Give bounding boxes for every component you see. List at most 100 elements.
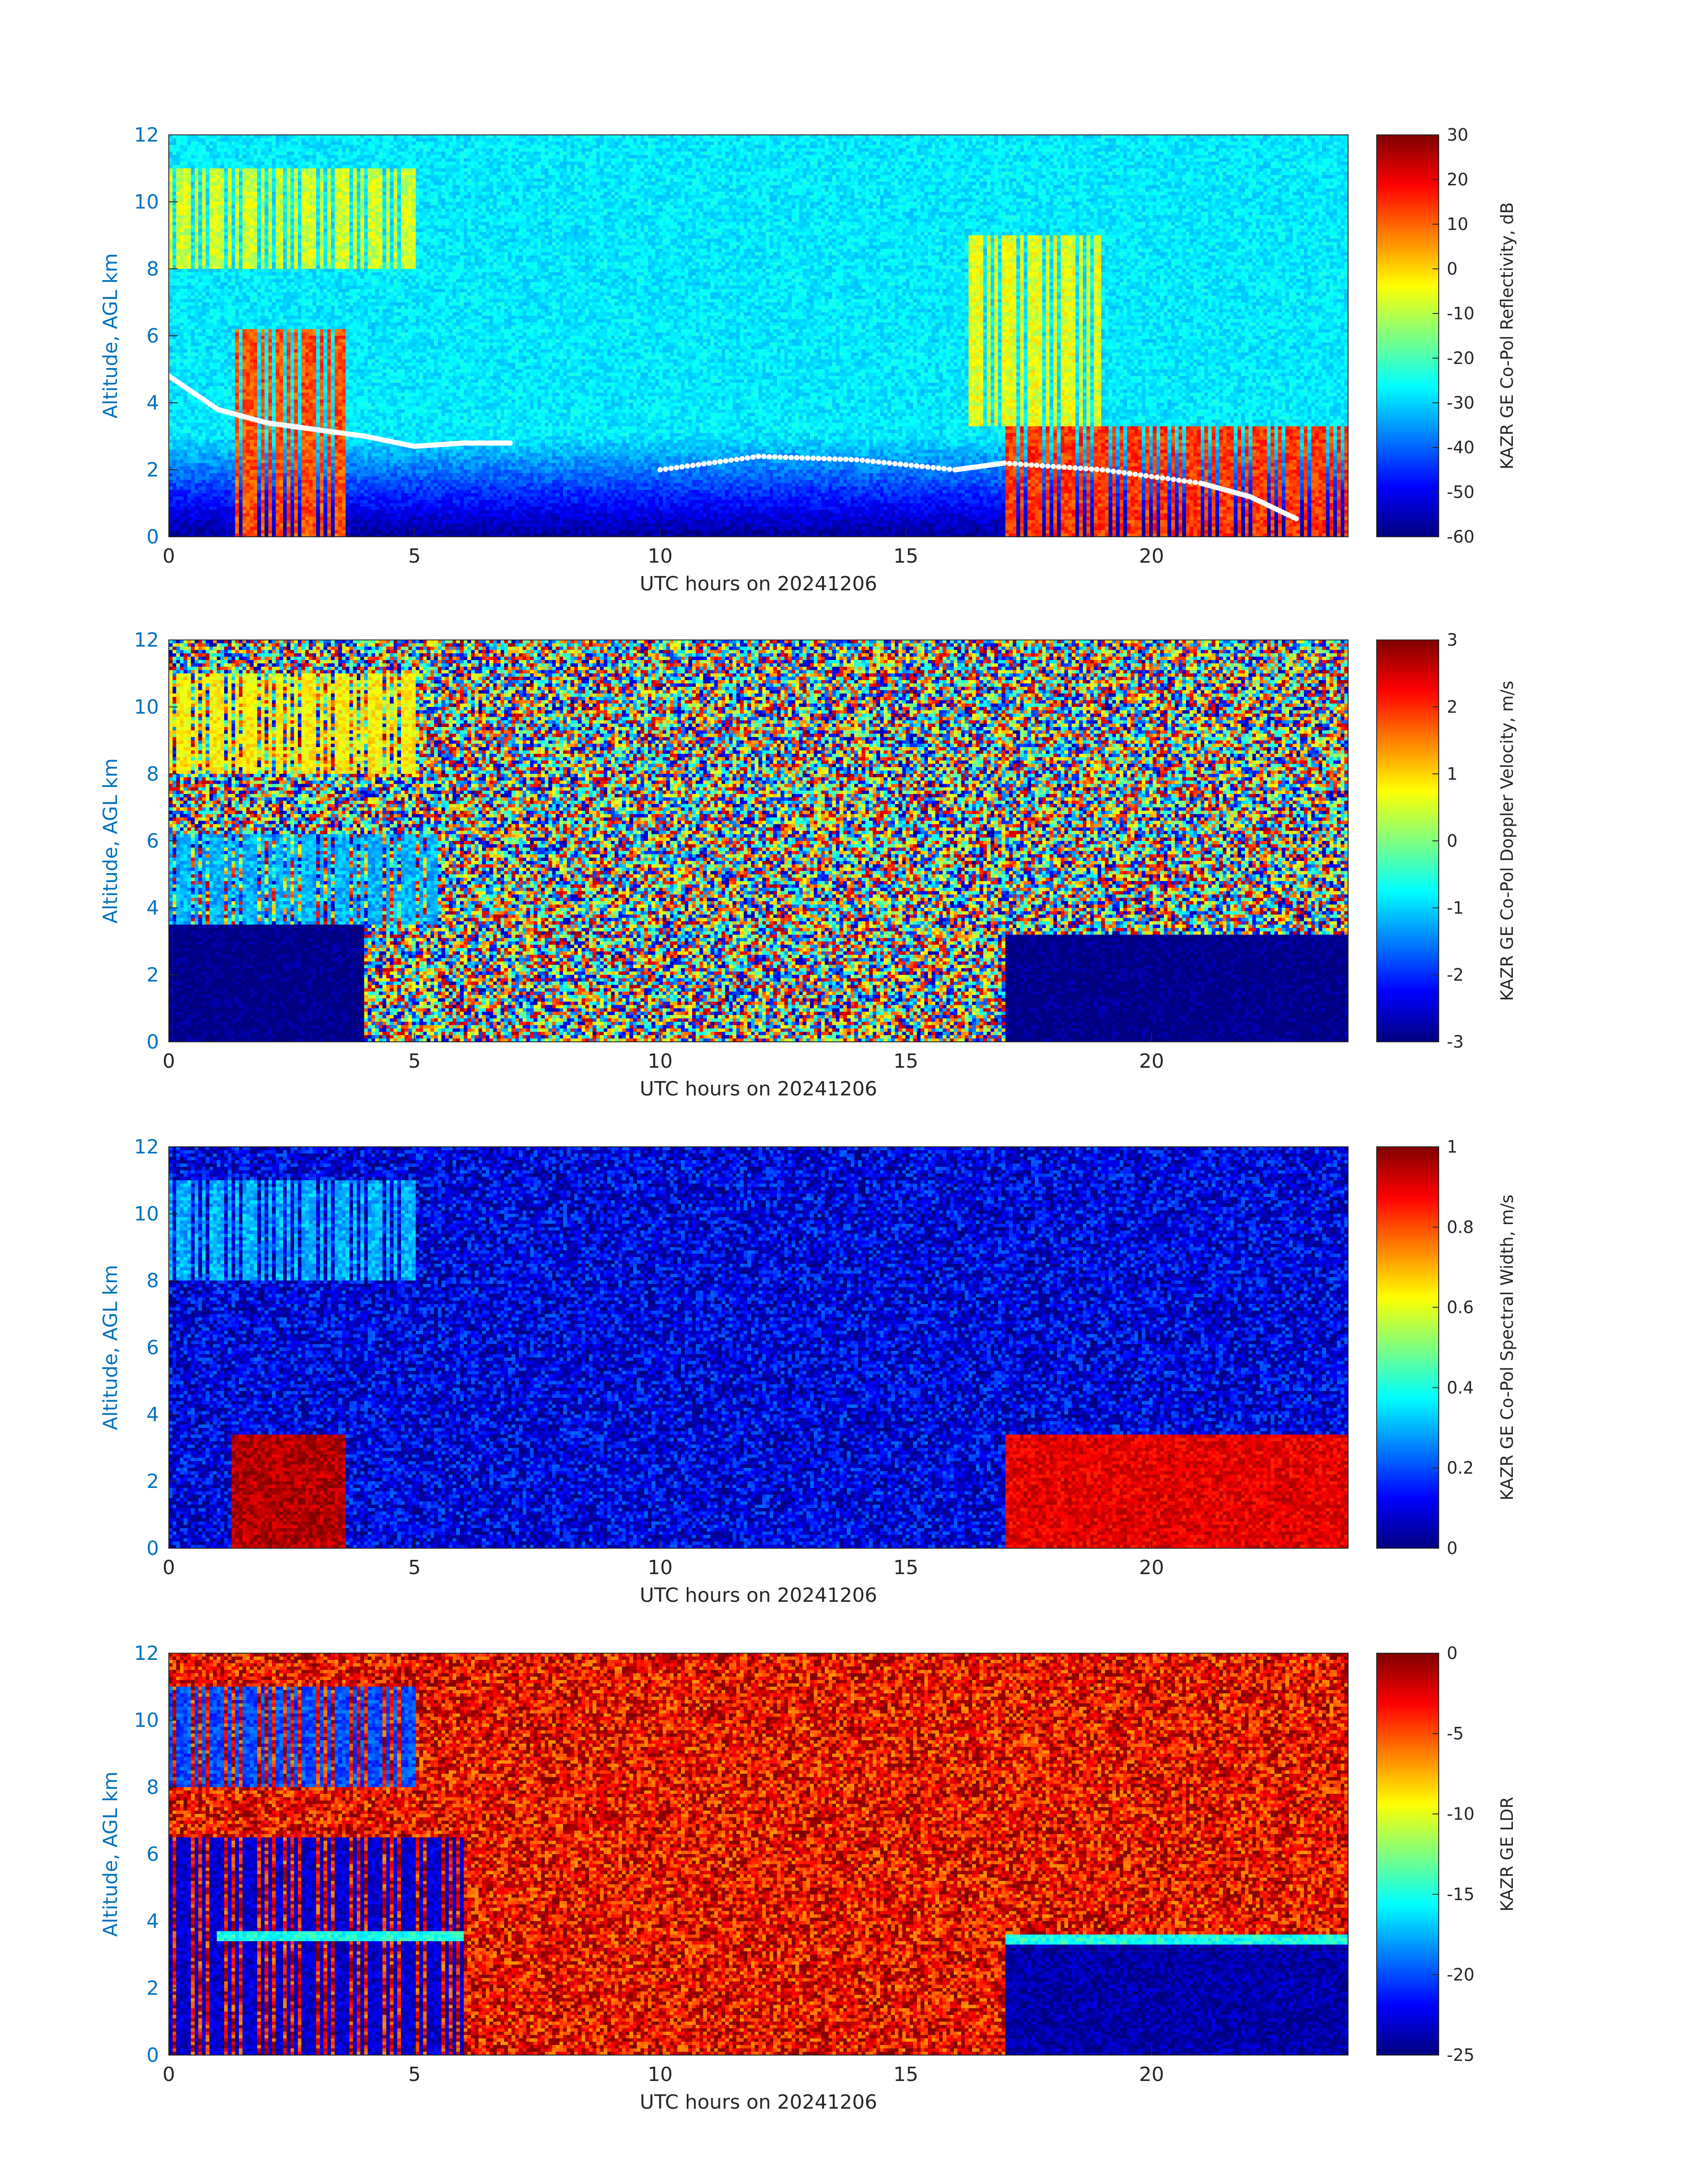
colorbar-frame <box>1376 134 1439 537</box>
colorbar-1: 30 20 10 0 -10 -20 -30 -40 -50 -60 KAZR GE Co-Pol … <box>1376 125 1517 547</box>
melting-layer-point <box>1132 472 1138 477</box>
y-tick-label: 8 <box>146 258 159 280</box>
melting-layer-point <box>859 457 865 463</box>
x-tick-label: 20 <box>1139 2063 1164 2086</box>
colorbar-tick-label: -3 <box>1447 1032 1464 1052</box>
colorbar-tick-label: -40 <box>1447 438 1474 457</box>
x-tick-label: 10 <box>647 1556 672 1579</box>
colorbar-tick-label: -10 <box>1447 304 1474 323</box>
melting-layer-point <box>886 460 892 466</box>
y-tick-label: 6 <box>146 830 159 852</box>
melting-layer-point <box>876 459 881 465</box>
melting-layer-point <box>892 461 898 467</box>
colorbar-label: KAZR GE Co-Pol Doppler Velocity, m/s <box>1497 681 1517 1001</box>
y-tick-label: 4 <box>146 897 159 919</box>
melting-layer-point <box>898 461 903 467</box>
melting-layer-point <box>1170 476 1176 482</box>
heatmap-4 <box>169 1653 1348 2055</box>
colorbar-tick-label: 1 <box>1447 764 1457 784</box>
y-tick-label: 4 <box>146 1403 159 1426</box>
colorbar-tick-label: -1 <box>1447 898 1464 918</box>
melting-layer-point <box>1127 471 1132 476</box>
x-tick-label: 15 <box>894 1556 919 1579</box>
x-axis-label: UTC hours on 20241206 <box>640 1078 877 1100</box>
melting-layer-point <box>832 456 838 462</box>
y-tick-label: 2 <box>146 459 159 481</box>
melting-layer-point <box>717 459 723 464</box>
melting-layer-point <box>870 459 876 464</box>
y-tick-label: 10 <box>134 191 159 213</box>
melting-layer-point <box>1176 477 1182 483</box>
melting-layer-point <box>848 457 854 463</box>
melting-layer-point <box>1083 466 1089 472</box>
colorbar-gradient <box>1377 1653 1439 2055</box>
melting-layer-point <box>919 464 925 469</box>
colorbar-tick-label: -60 <box>1447 527 1474 547</box>
melting-layer-point <box>706 460 712 466</box>
melting-layer-point <box>881 460 887 465</box>
melting-layer-point <box>854 457 860 463</box>
melting-layer-point <box>908 463 914 468</box>
y-tick-label: 6 <box>146 1337 159 1359</box>
melting-layer-point <box>1111 468 1116 474</box>
colorbar-label: KAZR GE LDR <box>1497 1797 1517 1911</box>
melting-layer-point <box>1018 461 1023 467</box>
melting-layer-point <box>1050 464 1056 469</box>
colorbar-tick-label: -10 <box>1447 1804 1474 1824</box>
x-tick-label: 5 <box>408 545 421 568</box>
colorbar-tick-label: 30 <box>1447 125 1468 145</box>
melting-layer-point <box>794 455 800 460</box>
melting-layer-point <box>788 455 794 460</box>
melting-layer-point <box>750 454 756 460</box>
melting-layer-point <box>1006 460 1012 466</box>
colorbar-tick-label: -15 <box>1447 1885 1474 1904</box>
melting-layer-point <box>507 440 513 446</box>
melting-layer-point <box>696 462 702 468</box>
panel-4: 0 5 10 15 20 0 2 4 6 8 10 12 UTC hours on 20241206 Al… <box>99 1642 1517 2114</box>
colorbar-gradient <box>1377 1147 1439 1548</box>
heatmap-1 <box>169 135 1348 537</box>
melting-layer-point <box>805 455 810 461</box>
colorbar-2: 3 2 1 0 -1 -2 -3 KAZR GE Co-Pol Doppler Velocit… <box>1376 630 1517 1052</box>
melting-layer-point <box>701 461 707 467</box>
heatmap-2 <box>169 640 1348 1042</box>
melting-layer-point <box>745 455 751 461</box>
melting-layer-point <box>723 458 729 464</box>
colorbar-frame <box>1376 1146 1439 1549</box>
heatmap-3 <box>169 1147 1348 1548</box>
melting-layer-point <box>935 465 941 471</box>
x-tick-label: 15 <box>894 1050 919 1073</box>
colorbar-tick-label: 0.2 <box>1447 1458 1474 1478</box>
y-tick-label: 10 <box>134 696 159 719</box>
melting-layer-point <box>1001 460 1007 466</box>
melting-layer-point <box>783 455 789 460</box>
y-tick-label: 0 <box>146 526 159 548</box>
colorbar-tick-label: 0 <box>1447 1643 1457 1663</box>
melting-layer-point <box>777 454 783 460</box>
x-tick-label: 0 <box>163 1556 175 1579</box>
melting-layer-point <box>1160 475 1165 481</box>
colorbar-label: KAZR GE Co-Pol Spectral Width, m/s <box>1497 1195 1517 1500</box>
colorbar-gradient <box>1377 640 1439 1042</box>
melting-layer-point <box>674 465 680 470</box>
colorbar-tick-label: -50 <box>1447 482 1474 502</box>
melting-layer-point <box>1165 476 1171 481</box>
x-tick-label: 5 <box>408 2063 421 2086</box>
melting-layer-point <box>821 456 827 461</box>
panel-1: 0 5 10 15 20 0 2 4 6 8 10 12 UTC hours on 20241206 Al… <box>99 124 1517 595</box>
y-tick-label: 2 <box>146 1470 159 1493</box>
melting-layer-point <box>772 454 778 460</box>
melting-layer-point <box>1012 461 1018 467</box>
melting-layer-point <box>1028 462 1034 468</box>
x-tick-label: 5 <box>408 1050 421 1073</box>
colorbar-tick-label: 0 <box>1447 831 1457 851</box>
melting-layer-point <box>1154 474 1160 480</box>
y-tick-label: 0 <box>146 1537 159 1560</box>
x-tick-label: 0 <box>163 2063 175 2086</box>
x-tick-label: 10 <box>647 1050 672 1073</box>
melting-layer-point <box>1040 463 1045 468</box>
melting-layer-point <box>914 463 920 469</box>
melting-layer-point <box>1089 466 1094 472</box>
melting-layer-point <box>657 467 663 472</box>
